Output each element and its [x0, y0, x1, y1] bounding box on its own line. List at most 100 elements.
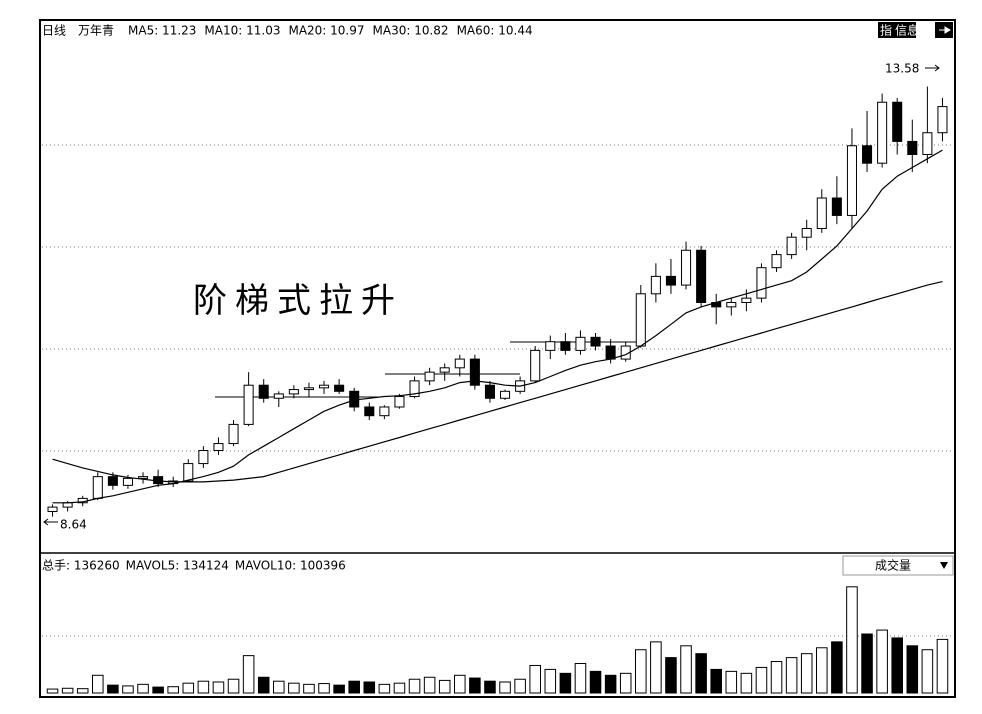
- candle-body: [62, 502, 73, 508]
- candle-body: [500, 390, 511, 399]
- volume-bar: [514, 678, 526, 694]
- candle-body: [364, 406, 375, 417]
- candle-body: [560, 341, 571, 351]
- volume-bar: [695, 653, 707, 694]
- candle-body: [650, 275, 661, 295]
- volume-bar: [454, 674, 466, 694]
- ma-label: MA10: 11.03: [204, 24, 280, 38]
- candle-body: [394, 396, 405, 408]
- frame: [39, 19, 956, 698]
- candle-body: [771, 254, 782, 269]
- candle-body: [122, 477, 133, 486]
- ma-label: MA60: 10.44: [457, 24, 533, 38]
- candle-body: [635, 293, 646, 347]
- candle-body: [530, 349, 541, 382]
- candle-body: [484, 384, 495, 399]
- button-icon[interactable]: [939, 26, 951, 34]
- volume-label: MAVOL5: 134124: [126, 559, 229, 573]
- volume-bar: [303, 683, 315, 694]
- dropdown-arrow[interactable]: [940, 562, 948, 569]
- volume-bar: [61, 687, 74, 694]
- candle-body: [92, 476, 103, 499]
- volume-bar: [906, 645, 919, 694]
- volume-bar: [363, 681, 376, 694]
- volume-bar: [831, 641, 843, 694]
- candle-body: [831, 197, 842, 216]
- candle-body: [575, 336, 586, 351]
- volume-bar: [544, 668, 557, 694]
- volume-bar: [635, 649, 647, 694]
- volume-bar: [740, 672, 753, 694]
- candle-body: [605, 345, 616, 360]
- candle-body: [334, 384, 345, 392]
- candle-body: [590, 336, 601, 347]
- volume-bar: [348, 680, 360, 694]
- max-label: 13.58: [885, 62, 919, 76]
- candle-body: [545, 341, 556, 351]
- volume-bar: [816, 647, 828, 694]
- candle-body: [665, 275, 676, 286]
- volume-bar: [755, 666, 768, 694]
- volume-bar: [167, 686, 179, 694]
- stock-name: 万年青: [78, 24, 114, 38]
- volume-bar: [800, 653, 813, 694]
- volume-bar: [122, 685, 134, 694]
- volume-bar: [710, 668, 722, 694]
- candle-body: [288, 389, 299, 395]
- ma-line: [52, 281, 943, 483]
- volume-bar: [936, 638, 949, 694]
- volume-bar: [438, 679, 451, 694]
- volume-bar: [423, 676, 436, 694]
- arrow: [43, 518, 58, 526]
- volume-bar: [378, 683, 391, 694]
- candle-body: [319, 384, 330, 389]
- candle-body: [892, 101, 903, 142]
- volume-bar: [107, 684, 119, 694]
- ma-label: MA5: 11.23: [128, 24, 196, 38]
- volume-label: MAVOL10: 100396: [235, 559, 346, 573]
- candle-body: [756, 267, 767, 299]
- ma-labels: MA5: 11.23 MA10: 11.03 MA20: 10.97 MA30: 10…: [128, 24, 533, 38]
- volume-bar: [212, 681, 225, 694]
- volume-bar: [846, 586, 858, 694]
- volume-bar: [92, 674, 104, 694]
- candle-body: [937, 106, 948, 134]
- ma-line: [52, 149, 943, 504]
- candle-body: [303, 387, 314, 391]
- volume-bar: [650, 641, 662, 694]
- volume-bar: [333, 684, 345, 694]
- volume-bar: [152, 686, 164, 694]
- ma-label: MA20: 10.97: [288, 24, 364, 38]
- candle-body: [183, 463, 194, 482]
- candle-body: [138, 476, 149, 479]
- button-label[interactable]: 指: [880, 23, 892, 38]
- candle-body: [726, 302, 737, 308]
- volume-bar: [242, 655, 255, 694]
- volume-bar: [408, 678, 421, 694]
- volume-bar: [589, 670, 602, 694]
- candle-body: [424, 371, 435, 382]
- button[interactable]: [878, 22, 916, 38]
- candle-body: [846, 145, 857, 216]
- dropdown-label[interactable]: 成交量: [875, 558, 911, 573]
- candle-body: [862, 145, 873, 164]
- volume-bar: [529, 664, 541, 694]
- volume-bar: [891, 637, 903, 694]
- volume-label: 总手: 136260: [42, 559, 120, 573]
- candle-body: [922, 132, 933, 155]
- dropdown[interactable]: [842, 555, 954, 576]
- volume-bar: [680, 645, 692, 694]
- volume-bar: [876, 629, 888, 694]
- candle-body: [198, 450, 209, 465]
- volume-bar: [499, 681, 511, 694]
- volume-bar: [785, 657, 798, 694]
- candle-body: [47, 506, 58, 512]
- annotation: 阶梯式拉升: [193, 281, 403, 321]
- button-label[interactable]: 信息: [895, 23, 919, 38]
- candle-body: [243, 384, 254, 425]
- period: 日线: [42, 24, 66, 38]
- candle-body: [877, 101, 888, 164]
- candle-body: [213, 443, 224, 452]
